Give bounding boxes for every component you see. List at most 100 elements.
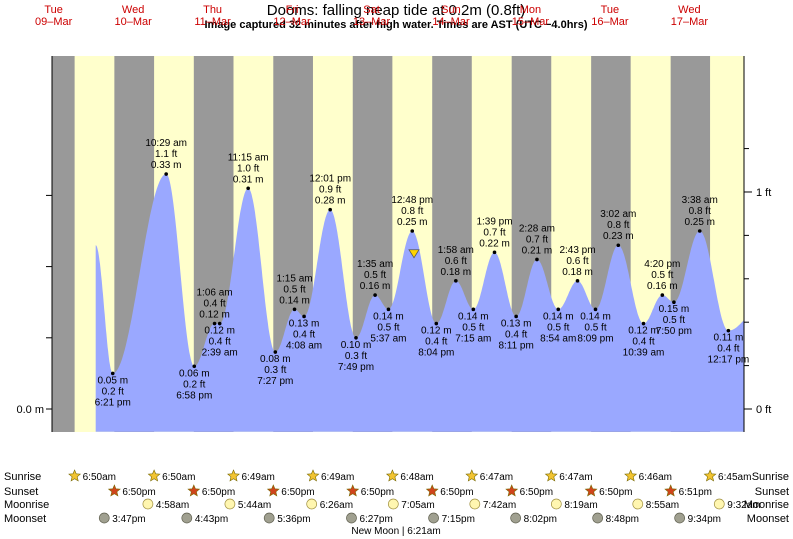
tide-label: 0.13 m — [501, 318, 532, 329]
moonrise-time: 8:55am — [646, 500, 679, 511]
moonrise-row-label-right: Moonrise — [744, 499, 789, 511]
moon-phase-label: New Moon | 6:21am — [351, 526, 440, 537]
day-label-date: 15–Mar — [512, 16, 550, 28]
moonrise-icon — [550, 498, 562, 510]
tide-label: 0.5 ft — [462, 322, 484, 333]
moonrise-row-label-left: Moonrise — [4, 499, 49, 511]
moonrise-time: 8:19am — [564, 500, 597, 511]
day-label-weekday: Tue — [44, 4, 63, 16]
tide-label: 12:17 pm — [708, 355, 750, 366]
tide-extreme-point — [410, 229, 415, 233]
moonrise-icon — [632, 498, 644, 510]
tide-label: 4:08 am — [286, 340, 322, 351]
sunrise-time: 6:49am — [321, 472, 354, 483]
day-label-date: 16–Mar — [591, 16, 629, 28]
sunrise-time: 6:48am — [400, 472, 433, 483]
tide-label: 1.0 ft — [237, 163, 259, 174]
tide-label: 0.9 ft — [319, 185, 341, 196]
tide-label: 0.13 m — [289, 318, 320, 329]
tide-label: 3:02 am — [600, 209, 636, 220]
sunset-time: 6:50pm — [440, 487, 473, 498]
moonset-icon — [510, 512, 521, 524]
tide-label: 0.7 ft — [483, 227, 505, 238]
moonrise-icon — [224, 498, 236, 510]
tide-extreme-point — [726, 328, 731, 333]
tide-label: 0.28 m — [315, 196, 346, 207]
tide-label: 0.14 m — [580, 311, 611, 322]
day-label-date: 14–Mar — [432, 16, 470, 28]
tide-extreme-point — [593, 307, 598, 312]
sunset-time: 6:51pm — [679, 487, 712, 498]
tide-label: 0.31 m — [233, 174, 264, 185]
tide-label: 7:50 pm — [656, 326, 692, 337]
tide-extreme-point — [328, 207, 332, 212]
tide-label: 6:58 pm — [176, 390, 212, 401]
sunset-time: 6:50pm — [202, 487, 235, 498]
tide-label: 0.12 m — [204, 326, 235, 337]
tide-label: 0.12 m — [421, 326, 452, 337]
tide-extreme-point — [697, 229, 702, 233]
sunrise-icon — [465, 469, 479, 482]
tide-extreme-point — [672, 300, 676, 305]
moonset-time: 6:27pm — [359, 514, 392, 525]
tide-label: 0.6 ft — [445, 256, 467, 267]
moonset-icon — [674, 512, 686, 524]
tide-label: 0.21 m — [522, 245, 553, 256]
moonset-row-label-right: Moonset — [747, 513, 789, 525]
moonset-row-label-left: Moonset — [4, 513, 46, 525]
tide-label: 0.3 ft — [345, 351, 367, 362]
sunset-row-label-right: Sunset — [755, 486, 789, 498]
tide-label: 0.4 ft — [209, 337, 231, 348]
tide-label: 0.23 m — [603, 231, 634, 242]
day-label-date: 11–Mar — [194, 16, 231, 28]
tide-label: 0.12 m — [199, 310, 230, 321]
tide-label: 0.14 m — [373, 311, 404, 322]
tide-extreme-point — [514, 314, 518, 319]
moonset-time: 4:43pm — [195, 514, 228, 525]
tide-label: 1.1 ft — [155, 149, 177, 160]
tide-label: 3:38 am — [682, 195, 718, 206]
tide-label: 0.4 ft — [293, 329, 315, 340]
tide-label: 11:15 am — [228, 152, 269, 163]
day-label-weekday: Mon — [520, 4, 541, 16]
tide-label: 0.25 m — [684, 217, 715, 228]
tide-extreme-point — [164, 172, 168, 176]
moonset-icon — [346, 512, 357, 524]
tide-label: 0.6 ft — [566, 256, 588, 267]
tide-extreme-point — [660, 293, 665, 297]
tide-label: 0.2 ft — [102, 386, 124, 397]
sunrise-icon — [624, 469, 638, 482]
sunset-icon — [346, 484, 360, 497]
moonset-time: 3:47pm — [112, 514, 145, 525]
tide-extreme-point — [471, 307, 476, 312]
moonset-icon — [263, 512, 275, 524]
moonset-icon — [181, 512, 193, 524]
tide-label: 1:39 pm — [476, 216, 512, 227]
moonrise-time: 9:32am — [727, 500, 760, 511]
tide-area — [95, 174, 744, 432]
tide-extreme-point — [454, 279, 458, 283]
tide-label: 0.18 m — [562, 267, 593, 278]
moonset-time: 8:02pm — [524, 514, 557, 525]
sunrise-time: 6:46am — [639, 472, 672, 483]
sunrise-icon — [147, 469, 161, 482]
tide-label: 0.7 ft — [526, 234, 548, 245]
tide-extreme-point — [292, 307, 297, 312]
sunrise-icon — [544, 469, 558, 482]
moonset-icon — [428, 512, 439, 524]
tide-label: 0.14 m — [543, 311, 574, 322]
sunrise-time: 6:50am — [83, 472, 116, 483]
sunrise-time: 6:45am — [718, 472, 751, 483]
sunset-time: 6:50pm — [599, 487, 632, 498]
moonrise-icon — [713, 498, 725, 510]
tide-label: 5:37 am — [370, 333, 406, 344]
tide-label: 0.8 ft — [401, 206, 423, 217]
sunset-icon — [107, 484, 121, 497]
tide-extreme-point — [354, 336, 358, 340]
moonrise-time: 5:44am — [238, 500, 271, 511]
tide-label: 0.16 m — [647, 281, 678, 292]
tide-label: 8:54 am — [540, 333, 576, 344]
tide-label: 7:27 pm — [257, 376, 293, 387]
tide-label: 7:15 am — [455, 333, 491, 344]
